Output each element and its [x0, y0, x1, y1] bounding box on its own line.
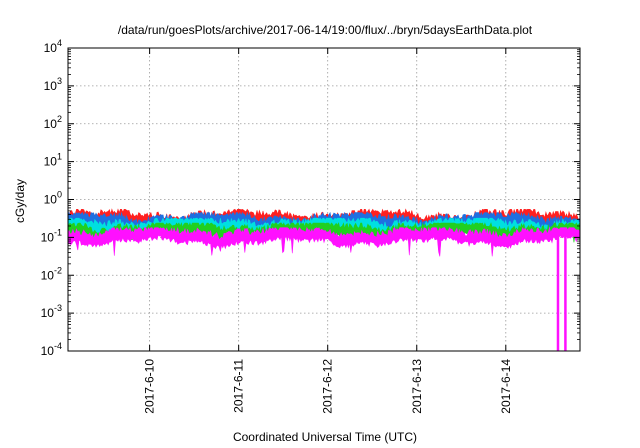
y-tick-label: 102 — [44, 114, 62, 131]
x-tick-label: 2017-6-14 — [499, 359, 513, 414]
y-tick-label: 10-1 — [41, 227, 62, 244]
chart-title: /data/run/goesPlots/archive/2017-06-14/1… — [118, 23, 533, 37]
y-tick-label: 101 — [44, 152, 62, 169]
dropout-spike — [556, 234, 560, 351]
x-tick-label: 2017-6-13 — [410, 359, 424, 414]
x-tick-label: 2017-6-11 — [232, 359, 246, 413]
y-axis-label: cGy/day — [13, 179, 27, 223]
y-tick-label: 10-2 — [41, 265, 62, 282]
series-area — [67, 208, 581, 351]
y-tick-label: 10-3 — [41, 303, 62, 320]
y-tick-label: 100 — [44, 190, 62, 207]
grid — [68, 48, 580, 351]
y-tick-label: 10-4 — [41, 341, 62, 358]
x-axis: 2017-6-10 2017-6-11 2017-6-12 2017-6-13 2017… — [143, 48, 513, 414]
y-axis: 10-4 10-3 10-2 10-1 100 101 102 103 104 — [41, 38, 580, 358]
x-axis-label: Coordinated Universal Time (UTC) — [233, 430, 417, 444]
dropout-spike — [564, 234, 567, 351]
y-tick-label: 103 — [44, 76, 62, 93]
y-tick-label: 104 — [44, 38, 62, 55]
x-tick-label: 2017-6-10 — [143, 359, 157, 414]
x-tick-label: 2017-6-12 — [321, 359, 335, 414]
